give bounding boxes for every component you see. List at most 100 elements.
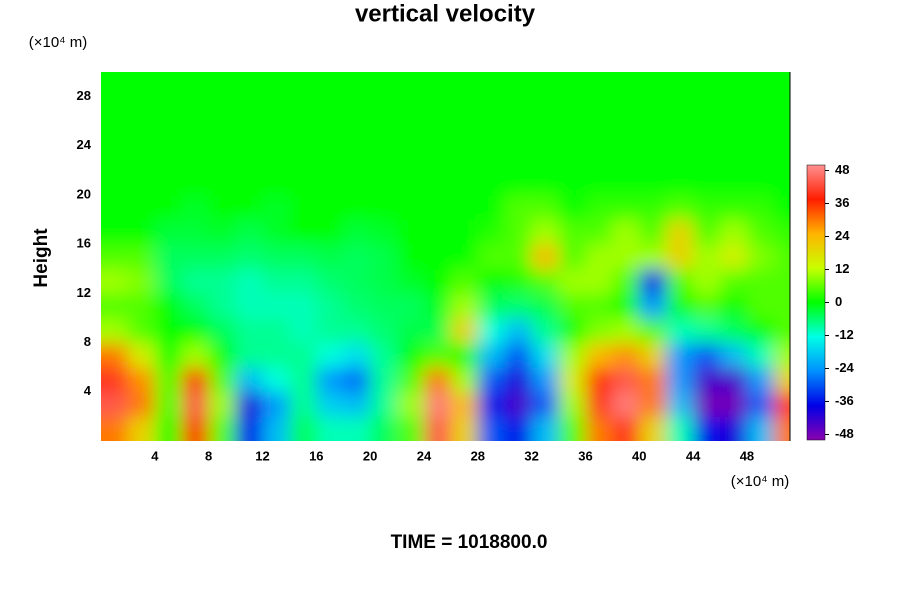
- field-cell: [316, 96, 344, 122]
- field-cell: [154, 170, 183, 196]
- field-cell: [531, 391, 560, 417]
- field-cell: [639, 391, 667, 417]
- field-cell: [423, 244, 452, 270]
- field-cell: [235, 170, 263, 196]
- field-cell: [154, 195, 183, 221]
- field-cell: [773, 268, 790, 294]
- field-cell: [370, 219, 398, 245]
- field-cell: [208, 416, 237, 441]
- y-tick-label: 24: [77, 137, 92, 152]
- field-cell: [666, 195, 694, 221]
- field-cell: [208, 244, 237, 270]
- field-cell: [289, 195, 317, 221]
- field-cell: [720, 96, 748, 122]
- field-cell: [773, 367, 790, 393]
- field-cell: [720, 72, 748, 98]
- field-cell: [343, 367, 371, 393]
- field-cell: [612, 96, 640, 122]
- field-cell: [720, 391, 748, 417]
- field-cell: [531, 96, 560, 122]
- field-cell: [477, 293, 506, 319]
- field-cell: [127, 416, 156, 441]
- field-cell: [531, 367, 560, 393]
- field-cell: [370, 244, 398, 270]
- field-cell: [370, 391, 398, 417]
- x-tick-label: 36: [578, 448, 592, 463]
- field-cell: [423, 72, 452, 98]
- field-cell: [423, 170, 452, 196]
- field-cell: [746, 367, 775, 393]
- field-cell: [101, 268, 129, 294]
- x-tick-label: 48: [740, 448, 754, 463]
- field-cell: [693, 219, 721, 245]
- field-cell: [504, 367, 533, 393]
- field-cell: [639, 318, 667, 344]
- field-cell: [127, 145, 156, 171]
- field-cell: [208, 342, 237, 368]
- field-cell: [746, 318, 775, 344]
- field-cell: [289, 268, 317, 294]
- field-cells: [101, 72, 790, 441]
- field-cell: [235, 318, 263, 344]
- field-cell: [154, 145, 183, 171]
- field-cell: [235, 416, 263, 441]
- field-cell: [262, 96, 290, 122]
- field-cell: [450, 244, 479, 270]
- field-cell: [693, 244, 721, 270]
- field-cell: [558, 293, 586, 319]
- field-cell: [666, 244, 694, 270]
- field-cell: [397, 244, 425, 270]
- field-cell: [558, 367, 586, 393]
- x-tick-label: 40: [632, 448, 646, 463]
- field-cell: [504, 121, 533, 147]
- field-cell: [612, 195, 640, 221]
- field-cell: [558, 170, 586, 196]
- field-cell: [423, 293, 452, 319]
- field-cell: [154, 244, 183, 270]
- field-cell: [773, 170, 790, 196]
- field-cell: [504, 72, 533, 98]
- field-cell: [612, 367, 640, 393]
- field-cell: [127, 219, 156, 245]
- field-cell: [773, 342, 790, 368]
- field-cell: [154, 268, 183, 294]
- field-cell: [154, 367, 183, 393]
- field-cell: [666, 145, 694, 171]
- field-cell: [423, 367, 452, 393]
- field-cell: [612, 391, 640, 417]
- field-cell: [370, 195, 398, 221]
- field-cell: [343, 293, 371, 319]
- x-tick-label: 4: [151, 448, 159, 463]
- field-cell: [397, 145, 425, 171]
- field-cell: [477, 219, 506, 245]
- field-cell: [262, 121, 290, 147]
- field-cell: [773, 318, 790, 344]
- y-tick-label: 8: [84, 334, 91, 349]
- field-cell: [208, 293, 237, 319]
- field-cell: [693, 416, 721, 441]
- field-cell: [666, 121, 694, 147]
- field-cell: [450, 293, 479, 319]
- field-cell: [477, 96, 506, 122]
- field-cell: [477, 416, 506, 441]
- field-cell: [101, 145, 129, 171]
- field-cell: [423, 121, 452, 147]
- field-cell: [720, 121, 748, 147]
- field-cell: [746, 170, 775, 196]
- field-cell: [612, 318, 640, 344]
- field-cell: [423, 318, 452, 344]
- field-cell: [720, 342, 748, 368]
- field-cell: [235, 268, 263, 294]
- field-cell: [343, 318, 371, 344]
- field-cell: [181, 72, 210, 98]
- field-cell: [316, 367, 344, 393]
- field-cell: [558, 416, 586, 441]
- field-cell: [262, 416, 290, 441]
- chart-title: vertical velocity: [355, 0, 536, 27]
- field-cell: [101, 416, 129, 441]
- colorbar-tick-label: -24: [835, 360, 855, 375]
- field-cell: [101, 195, 129, 221]
- field-cell: [154, 121, 183, 147]
- field-cell: [450, 195, 479, 221]
- field-cell: [531, 72, 560, 98]
